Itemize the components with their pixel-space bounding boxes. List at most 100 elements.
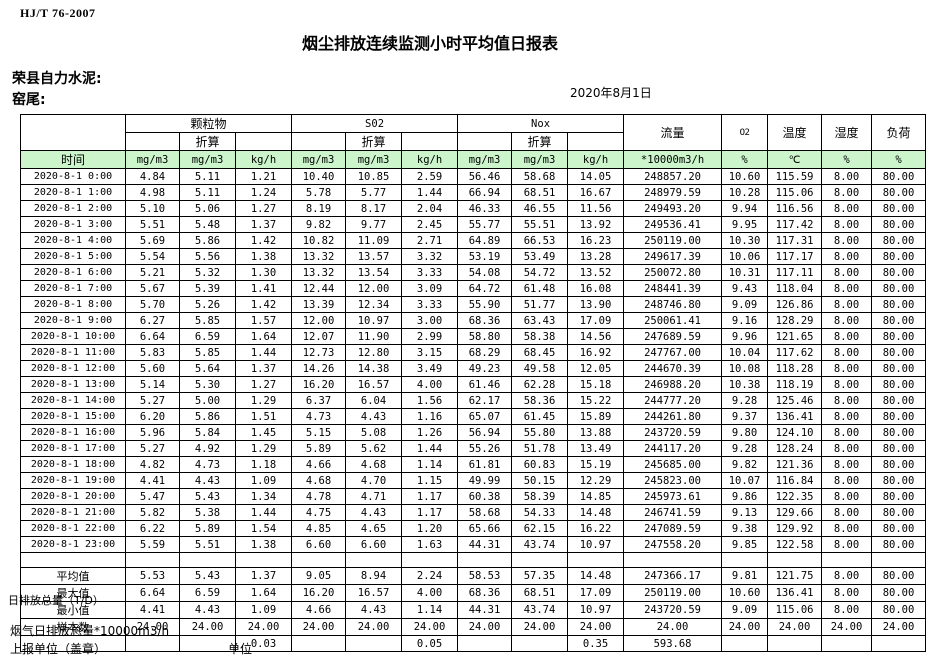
cell-value: 55.90 bbox=[457, 296, 513, 313]
cell-value: 126.86 bbox=[767, 296, 823, 313]
cell-value: 5.59 bbox=[125, 536, 180, 553]
cell-value: 5.39 bbox=[179, 280, 236, 297]
report-date: 2020年8月1日 bbox=[570, 86, 652, 100]
header-sub-so2-blank2 bbox=[401, 132, 459, 151]
summary-value: 24.00 bbox=[234, 618, 293, 636]
cell-value: 49.99 bbox=[457, 472, 513, 489]
cell-value: 49.23 bbox=[457, 360, 513, 377]
summary-value: 24.00 bbox=[567, 618, 625, 636]
cell-time: 2020-8-1 17:00 bbox=[20, 440, 126, 457]
cell-value: 68.51 bbox=[511, 184, 569, 201]
cell-value: 11.09 bbox=[345, 232, 403, 249]
cell-value: 4.41 bbox=[125, 472, 180, 489]
cell-value: 8.00 bbox=[821, 328, 873, 345]
cell-blank bbox=[179, 552, 236, 568]
unit-nox-kgh: kg/h bbox=[567, 150, 625, 169]
table-row: 2020-8-1 14:00 5.27 5.00 1.29 6.37 6.04 1.56 62… bbox=[20, 392, 927, 409]
cell-value: 15.22 bbox=[567, 392, 625, 409]
cell-value: 8.00 bbox=[821, 504, 873, 521]
unit-nox-conv-mgm3: mg/m3 bbox=[511, 150, 569, 169]
cell-value: 10.97 bbox=[567, 536, 625, 553]
table-row: 2020-8-1 10:00 6.64 6.59 1.64 12.07 11.90 2.99… bbox=[20, 328, 927, 345]
cell-value: 249536.41 bbox=[623, 216, 723, 233]
cell-value: 80.00 bbox=[871, 248, 927, 265]
cell-value: 15.19 bbox=[567, 456, 625, 473]
footer-reporting-unit: 上报单位（盖章） bbox=[10, 642, 107, 656]
cell-value: 6.59 bbox=[179, 328, 236, 345]
cell-value: 8.00 bbox=[821, 216, 873, 233]
cell-value: 3.32 bbox=[401, 248, 459, 265]
cell-value: 5.89 bbox=[291, 440, 347, 457]
cell-value: 8.19 bbox=[291, 200, 347, 217]
cell-value: 68.29 bbox=[457, 344, 513, 361]
summary-value: 43.74 bbox=[511, 601, 569, 619]
cell-value: 8.00 bbox=[821, 456, 873, 473]
cell-value: 3.00 bbox=[401, 312, 459, 329]
cell-value: 1.38 bbox=[234, 536, 293, 553]
unit-so2-kgh: kg/h bbox=[401, 150, 459, 169]
cell-value: 5.15 bbox=[291, 424, 347, 441]
cell-value: 5.38 bbox=[179, 504, 236, 521]
cell-time: 2020-8-1 12:00 bbox=[20, 360, 126, 377]
header-sub-nox-converted: 折算 bbox=[511, 132, 569, 151]
cell-value: 121.36 bbox=[767, 456, 823, 473]
cell-value: 117.17 bbox=[767, 248, 823, 265]
cell-value: 80.00 bbox=[871, 424, 927, 441]
cell-value: 1.54 bbox=[234, 520, 293, 537]
cell-value: 5.48 bbox=[179, 216, 236, 233]
table-row: 2020-8-1 1:00 4.98 5.11 1.24 5.78 5.77 1.44 66.… bbox=[20, 184, 927, 201]
cell-blank bbox=[623, 552, 723, 568]
organization-name: 荣县自力水泥: bbox=[12, 71, 102, 87]
cell-value: 10.30 bbox=[721, 232, 769, 249]
cell-value: 2.04 bbox=[401, 200, 459, 217]
cell-value: 9.86 bbox=[721, 488, 769, 505]
table-row: 2020-8-1 6:00 5.21 5.32 1.30 13.32 13.54 3.33 5… bbox=[20, 264, 927, 281]
cell-value: 8.00 bbox=[821, 376, 873, 393]
table-row: 2020-8-1 9:00 6.27 5.85 1.57 12.00 10.97 3.00 6… bbox=[20, 312, 927, 329]
summary-value: 9.05 bbox=[291, 567, 347, 585]
cell-blank bbox=[721, 552, 769, 568]
cell-value: 246741.59 bbox=[623, 504, 723, 521]
cell-value: 80.00 bbox=[871, 456, 927, 473]
summary-value: 24.00 bbox=[871, 618, 927, 636]
cell-value: 8.00 bbox=[821, 392, 873, 409]
summary-value: 24.00 bbox=[179, 618, 236, 636]
unit-pm-kgh: kg/h bbox=[234, 150, 293, 169]
table-row: 2020-8-1 19:00 4.41 4.43 1.09 4.68 4.70 1.15 49… bbox=[20, 472, 927, 489]
cell-value: 8.00 bbox=[821, 280, 873, 297]
daily-total-value bbox=[511, 635, 569, 652]
summary-value: 4.43 bbox=[179, 601, 236, 619]
cell-blank bbox=[767, 552, 823, 568]
cell-time: 2020-8-1 7:00 bbox=[20, 280, 126, 297]
daily-total-value bbox=[721, 635, 769, 652]
cell-value: 5.77 bbox=[345, 184, 403, 201]
cell-value: 1.21 bbox=[234, 168, 293, 185]
cell-blank bbox=[345, 552, 403, 568]
cell-value: 5.54 bbox=[125, 248, 180, 265]
cell-blank bbox=[871, 552, 927, 568]
cell-value: 248441.39 bbox=[623, 280, 723, 297]
cell-value: 8.00 bbox=[821, 168, 873, 185]
cell-value: 5.78 bbox=[291, 184, 347, 201]
cell-value: 9.16 bbox=[721, 312, 769, 329]
cell-value: 46.55 bbox=[511, 200, 569, 217]
cell-value: 1.27 bbox=[234, 200, 293, 217]
cell-value: 8.00 bbox=[821, 264, 873, 281]
summary-value: 136.41 bbox=[767, 584, 823, 602]
cell-time: 2020-8-1 18:00 bbox=[20, 456, 126, 473]
table-row: 2020-8-1 12:00 5.60 5.64 1.37 14.26 14.38 3.49… bbox=[20, 360, 927, 377]
cell-value: 5.96 bbox=[125, 424, 180, 441]
cell-blank bbox=[821, 552, 873, 568]
cell-value: 68.45 bbox=[511, 344, 569, 361]
cell-time: 2020-8-1 3:00 bbox=[20, 216, 126, 233]
cell-value: 6.60 bbox=[345, 536, 403, 553]
cell-value: 4.71 bbox=[345, 488, 403, 505]
cell-value: 43.74 bbox=[511, 536, 569, 553]
header-group-o2: O2 bbox=[721, 114, 769, 151]
cell-value: 9.28 bbox=[721, 392, 769, 409]
cell-blank bbox=[567, 552, 625, 568]
cell-value: 245973.61 bbox=[623, 488, 723, 505]
cell-value: 1.44 bbox=[401, 184, 459, 201]
cell-value: 248857.20 bbox=[623, 168, 723, 185]
cell-value: 4.85 bbox=[291, 520, 347, 537]
